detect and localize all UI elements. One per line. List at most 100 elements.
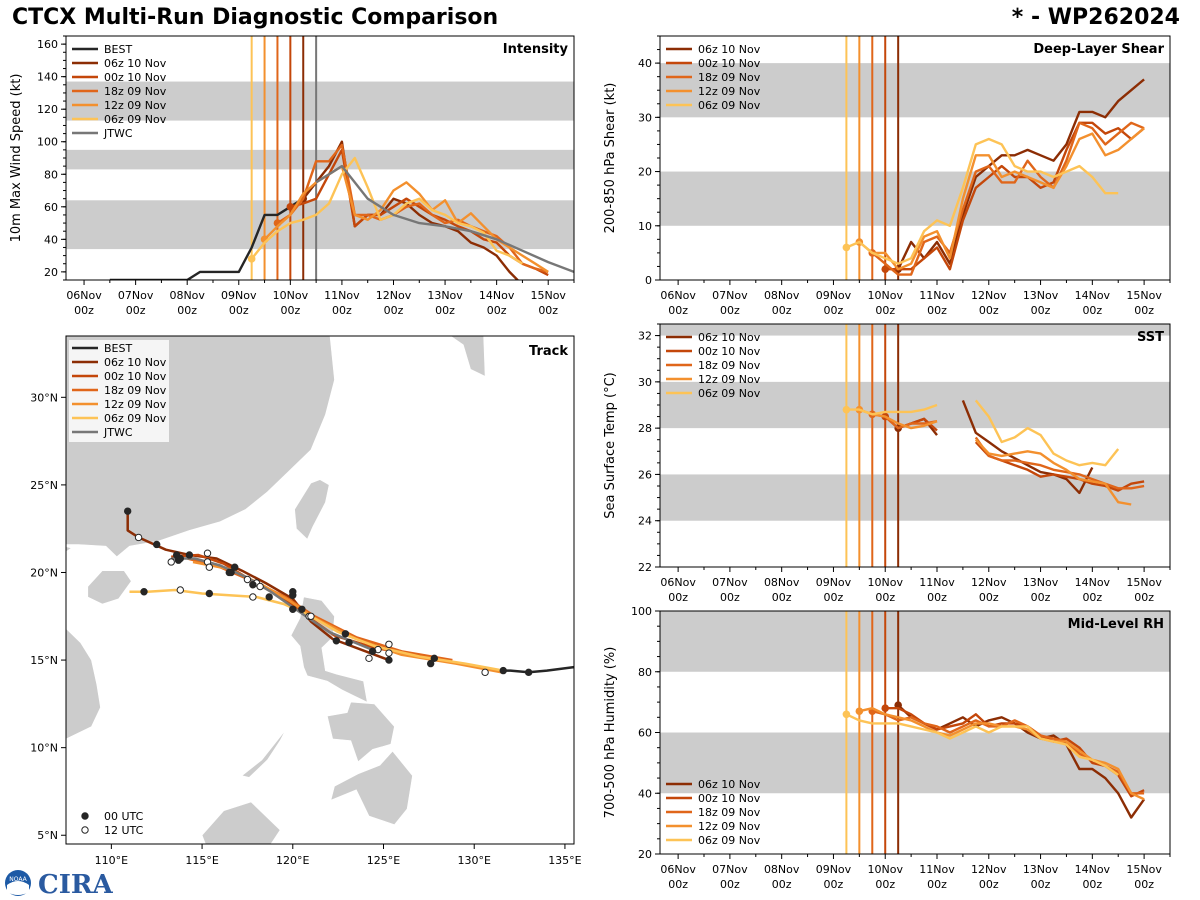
shear-xtick-day: 08Nov (764, 289, 800, 302)
intensity-ytick-label: 40 (44, 233, 58, 246)
track-marker (256, 582, 264, 591)
track-marker (174, 556, 183, 564)
intensity-xtick-hour: 00z (487, 304, 507, 317)
shear-series-line (871, 121, 1145, 276)
track-series (123, 507, 574, 677)
intensity-panel: 20 40 60 80 100 120 140 160 06Nov 00z 07Nov 00z 08No… (9, 35, 575, 317)
track-marker (332, 637, 341, 645)
shear-series (842, 78, 1145, 276)
rh-init-dot (855, 707, 864, 716)
track-lon-label: 120°E (276, 854, 309, 867)
track-marker (205, 589, 214, 598)
rh-band-1 (660, 611, 1170, 672)
track-marker (430, 654, 438, 663)
track-marker (205, 563, 214, 571)
rh-xtick-day: 13Nov (1023, 863, 1059, 876)
sst-title: SST (1137, 330, 1164, 345)
shear-series-line (845, 137, 1119, 265)
track-marker (385, 649, 393, 657)
rh-xtick-day: 11Nov (919, 863, 955, 876)
track-marker (307, 612, 315, 620)
noaa-seal-text: NOAA (9, 876, 27, 883)
rh-xtick-hour: 00z (1134, 878, 1154, 891)
track-lon-label: 125°E (367, 854, 400, 867)
shear-xtick-day: 13Nov (1023, 289, 1059, 302)
shear-xtick-hour: 00z (1134, 304, 1154, 317)
rh-xtick-hour: 00z (979, 878, 999, 891)
sst-xtick-day: 14Nov (1075, 576, 1111, 589)
page-title: CTCX Multi-Run Diagnostic Comparison (12, 5, 499, 30)
rh-init-dot (881, 704, 890, 712)
sst-xtick-day: 13Nov (1023, 576, 1059, 589)
shear-init-dot (881, 265, 890, 273)
shear-xtick-hour: 00z (772, 304, 792, 317)
intensity-series-line (109, 181, 318, 280)
shear-xtick-day: 09Nov (816, 289, 852, 302)
track-marker-legend-symbol (81, 812, 89, 820)
rh-xtick-hour: 00z (668, 878, 688, 891)
intensity-band-2 (66, 81, 574, 121)
track-lat-label: 30°N (30, 391, 58, 404)
shear-series-line (858, 127, 1145, 271)
sst-legend-label: 06z 09 Nov (698, 387, 761, 400)
sst-xtick-day: 10Nov (867, 576, 903, 589)
track-marker (289, 605, 297, 613)
track-title: Track (529, 344, 568, 359)
track-lat-label: 15°N (30, 654, 58, 667)
intensity-xtick-hour: 00z (126, 304, 146, 317)
sst-xtick-hour: 00z (927, 591, 947, 604)
rh-legend-label: 00z 10 Nov (698, 792, 761, 805)
intensity-xtick-day: 08Nov (169, 289, 205, 302)
shear-xtick-day: 12Nov (971, 289, 1007, 302)
intensity-xtick-day: 14Nov (479, 289, 515, 302)
rh-xtick-day: 10Nov (867, 863, 903, 876)
track-panel: 5°N 10°N 15°N 20°N 25°N 30°N 110°E 115°E 120°E 12… (30, 335, 582, 867)
track-line (171, 553, 435, 660)
track-lat-label: 5°N (37, 829, 58, 842)
track-marker (231, 563, 239, 571)
track-marker (385, 640, 393, 649)
sst-xtick-day: 07Nov (712, 576, 748, 589)
track-marker (524, 668, 533, 677)
intensity-series (109, 140, 574, 280)
rh-series (842, 701, 1146, 819)
land-palawan (241, 729, 286, 778)
sst-xtick-hour: 00z (979, 591, 999, 604)
rh-ylabel: 700-500 hPa Humidity (%) (603, 647, 618, 819)
intensity-xtick-hour: 00z (280, 304, 300, 317)
intensity-legend-label: 18z 09 Nov (104, 85, 167, 98)
shear-ytick-label: 30 (638, 111, 652, 124)
rh-xtick-day: 06Nov (660, 863, 696, 876)
rh-ytick-label: 40 (638, 787, 652, 800)
shear-xtick-day: 07Nov (712, 289, 748, 302)
storm-id: * - WP262024 (1011, 5, 1180, 30)
track-marker (243, 575, 252, 584)
rh-ytick-label: 60 (638, 727, 652, 740)
sst-frame (659, 323, 1171, 568)
shear-xtick-hour: 00z (1082, 304, 1102, 317)
shear-ytick-label: 40 (638, 57, 652, 70)
intensity-legend-label: BEST (104, 43, 132, 56)
shear-xtick-hour: 00z (875, 304, 895, 317)
intensity-ytick-label: 160 (37, 38, 58, 51)
sst-xtick-day: 11Nov (919, 576, 955, 589)
intensity-init-dot (247, 255, 256, 263)
intensity-legend-label: 12z 09 Nov (104, 99, 167, 112)
shear-xtick-hour: 00z (1031, 304, 1051, 317)
shear-xtick-day: 06Nov (660, 289, 696, 302)
intensity-xtick-day: 11Nov (324, 289, 360, 302)
track-marker (426, 659, 435, 668)
intensity-xtick-day: 07Nov (118, 289, 154, 302)
sst-ytick-label: 22 (638, 561, 652, 574)
track-marker (249, 593, 257, 601)
rh-xtick-hour: 00z (1031, 878, 1051, 891)
shear-xtick-day: 11Nov (919, 289, 955, 302)
intensity-ytick-label: 140 (37, 71, 58, 84)
track-marker (499, 666, 507, 675)
land-hainan (87, 570, 132, 605)
intensity-ytick-label: 80 (44, 168, 58, 181)
track-legend-label: 06z 10 Nov (104, 356, 167, 369)
shear-series-line (897, 78, 1145, 270)
sst-xtick-hour: 00z (1082, 591, 1102, 604)
sst-band-1 (660, 381, 1170, 429)
